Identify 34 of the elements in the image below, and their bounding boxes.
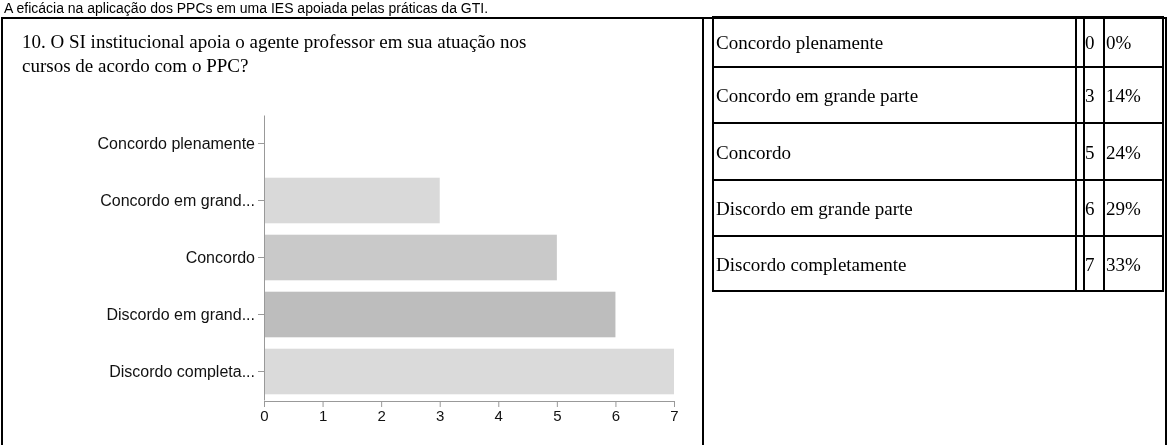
bar xyxy=(264,234,557,281)
data-label: 7 xyxy=(1085,253,1095,275)
x-tick-label: 6 xyxy=(611,406,621,424)
data-label: 24% xyxy=(1106,141,1141,163)
bar xyxy=(264,291,616,338)
x-tick-label: 0 xyxy=(260,406,269,424)
data-label: 0% xyxy=(1106,32,1132,53)
data-label: 3 xyxy=(1085,85,1095,106)
category-label: Discordo em grande parte xyxy=(716,198,913,219)
data-label: 33% xyxy=(1106,253,1141,275)
data-label: 14% xyxy=(1106,85,1141,106)
data-label: 29% xyxy=(1106,198,1141,219)
bar xyxy=(264,348,674,395)
data-label: 5 xyxy=(1085,141,1095,163)
category-label: Concordo xyxy=(716,141,791,163)
y-tick-label: Concordo plenamente xyxy=(97,134,256,152)
category-label: Concordo em grande parte xyxy=(716,85,919,106)
category-label: Concordo plenamente xyxy=(716,32,884,53)
x-tick-label: 5 xyxy=(553,406,562,424)
x-tick-label: 3 xyxy=(436,406,445,424)
x-tick-label: 2 xyxy=(377,406,386,424)
x-tick-label: 1 xyxy=(318,406,328,424)
category-label: Discordo completamente xyxy=(716,253,907,275)
y-tick-label: Discordo em grand... xyxy=(106,305,255,323)
data-label: 6 xyxy=(1085,198,1095,219)
y-tick-label: Concordo em grand... xyxy=(100,191,255,209)
bar xyxy=(264,177,440,224)
data-label: 0 xyxy=(1085,32,1095,53)
x-tick-label: 7 xyxy=(670,406,679,424)
chart-title: 10. O SI institucional apoia o agente professor em sua atuação nos cursos de acordo com o PPC? xyxy=(22,31,527,76)
y-tick-label: Discordo completa... xyxy=(109,362,255,380)
x-tick-label: 4 xyxy=(494,406,503,424)
text: A eficácia na aplicação dos PPCs em uma IES apoiada pelas práticas da GTI. xyxy=(4,0,489,16)
y-tick-label: Concordo xyxy=(185,248,256,266)
